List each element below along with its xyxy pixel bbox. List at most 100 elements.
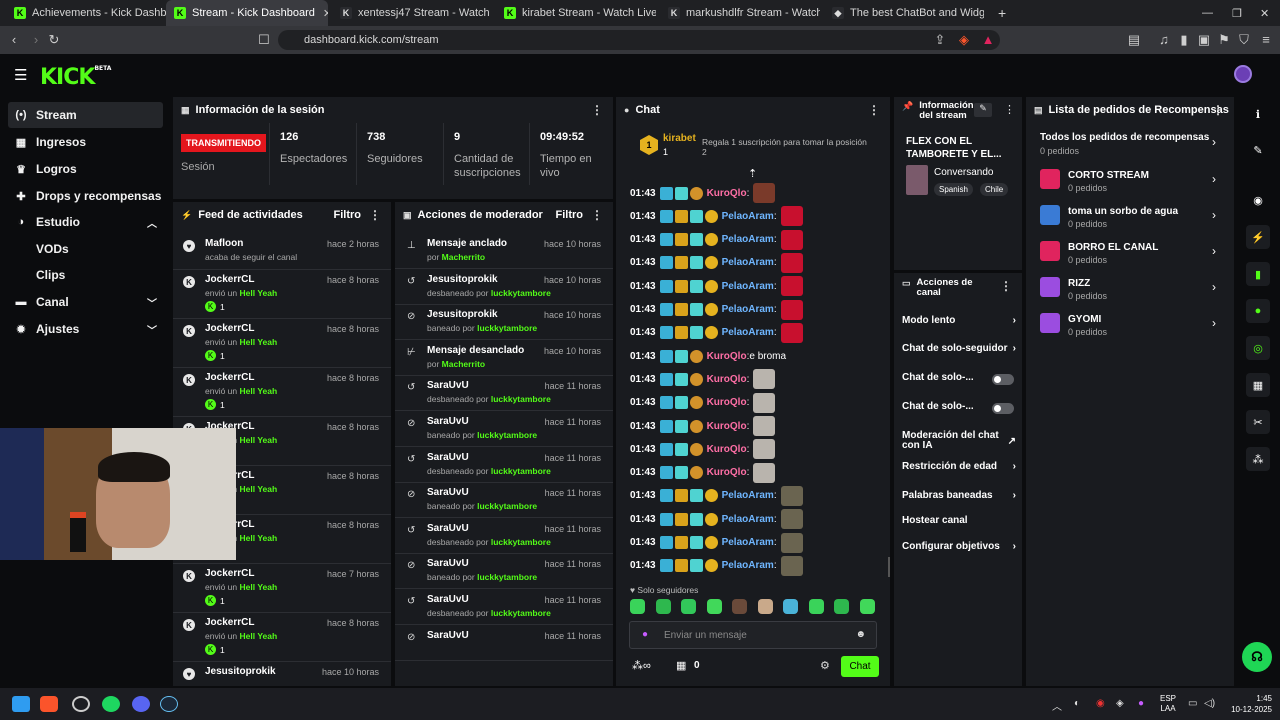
close-tab-icon[interactable]: ✕ (322, 7, 328, 20)
sidebar-toggle-icon[interactable]: ▮ (1180, 32, 1188, 47)
toggle-switch[interactable] (992, 374, 1014, 385)
chat-message[interactable]: 01:43 PelaoAram: (630, 485, 803, 506)
chat-message[interactable]: 01:43 PelaoAram: (630, 276, 803, 297)
channel-action[interactable]: Chat de solo-... (902, 402, 1016, 412)
emote-icon[interactable] (706, 599, 722, 614)
notes-icon[interactable]: ▮ (1246, 262, 1270, 286)
chat-message[interactable]: 01:43 KuroQlo: (630, 439, 776, 460)
list-item[interactable]: ↺ SaraUvU hace 11 horas desbaneado por luck… (395, 448, 613, 483)
chat-message[interactable]: 01:43 PelaoAram: (630, 532, 803, 553)
tray-expand-icon[interactable]: ︿ (1052, 702, 1062, 713)
support-headset-icon[interactable]: ☊ (1242, 642, 1272, 672)
more-options-icon[interactable]: ⋮ (1000, 279, 1012, 293)
sidebar-item-stream[interactable]: (•) Stream (8, 102, 163, 128)
channel-action[interactable]: Chat de solo-seguidor › (902, 343, 1016, 354)
sidebar-item-clips[interactable]: Clips (36, 268, 66, 282)
edit-icon[interactable]: ✎ (974, 103, 992, 117)
emoji-icon[interactable]: ☻ (855, 629, 866, 640)
channel-action[interactable]: Hostear canal (902, 516, 1016, 526)
list-item[interactable]: K JockerrCL hace 8 horas envió un Hell Yeah… (173, 368, 391, 417)
emote-icon[interactable] (630, 599, 645, 614)
tray-nvidia-icon[interactable]: ◈ (1116, 698, 1124, 709)
more-options-icon[interactable]: ⋮ (868, 103, 880, 117)
store-icon[interactable]: ▦ (676, 660, 687, 672)
share-icon[interactable]: ⇪ (934, 32, 946, 47)
camera-icon[interactable]: ◉ (1253, 194, 1263, 207)
more-options-icon[interactable]: ⋮ (369, 208, 381, 222)
emote-icon[interactable] (655, 599, 671, 614)
brave-browser-icon[interactable] (40, 696, 58, 712)
list-item[interactable]: ⊘ SaraUvU hace 11 horas (395, 626, 613, 661)
network-icon[interactable]: ▭ (1188, 698, 1198, 709)
chat-message[interactable]: 01:43 KuroQlo: (630, 369, 776, 390)
emote-icon[interactable] (783, 599, 798, 614)
wrench-icon[interactable]: ✂ (1246, 410, 1270, 434)
emote-icon[interactable] (757, 599, 773, 614)
windows-start-icon[interactable] (12, 696, 30, 712)
more-options-icon[interactable]: ⋮ (591, 103, 603, 117)
chat-send-button[interactable]: Chat (841, 656, 879, 677)
channel-action[interactable]: Restricción de edad › (902, 461, 1016, 472)
share-nodes-icon[interactable]: ⁂ (1246, 447, 1270, 471)
minimize-icon[interactable]: — (1202, 7, 1213, 19)
chat-message[interactable]: 01:43 PelaoAram: (630, 555, 803, 576)
pinned-user[interactable]: kirabet (663, 133, 696, 144)
chat-input[interactable]: ● Enviar un mensaje ☻ (629, 621, 877, 649)
wallet-icon[interactable]: ▣ (1197, 32, 1211, 47)
list-item[interactable]: ♥ Mafloon hace 2 horas acaba de seguir el c… (173, 234, 391, 270)
all-rewards-row[interactable]: Todos los pedidos de recompensas 0 pedid… (1040, 132, 1216, 156)
tray-steam-icon[interactable]: ◐ (1074, 698, 1081, 709)
list-item[interactable]: ⊘ Jesusitoprokik hace 10 horas baneado por … (395, 305, 613, 341)
list-item[interactable]: K JockerrCL hace 8 horas envió un Hell Yeah… (173, 613, 391, 662)
layout-icon[interactable]: ▦ (1246, 373, 1270, 397)
feed-filter-button[interactable]: Filtro (333, 209, 362, 221)
bookmark-icon[interactable]: ☐ (258, 32, 270, 47)
mod-filter-button[interactable]: Filtro (555, 209, 584, 221)
collapse-icon[interactable]: ⇡ (748, 168, 758, 180)
new-tab-button[interactable]: + (998, 5, 1007, 21)
sidebar-item-estudio[interactable]: ◑ Estudio ︿ (8, 209, 163, 235)
volume-icon[interactable]: ◁) (1204, 698, 1216, 709)
sidebar-item-vods[interactable]: VODs (36, 242, 69, 256)
hamburger-icon[interactable]: ☰ (14, 67, 28, 84)
chat-message[interactable]: 01:43 KuroQlo: (630, 462, 776, 483)
music-icon[interactable]: ♫ (1159, 32, 1169, 47)
chat-message[interactable]: 01:43 PelaoAram: (630, 322, 803, 343)
chat-settings-icon[interactable]: ⚙ (820, 660, 830, 672)
tab-stream-dashboard[interactable]: K Stream - Kick Dashboard ✕ (166, 0, 328, 26)
list-item[interactable]: ⊥ Mensaje anclado hace 10 horas por Macherr… (395, 234, 613, 269)
obs-icon[interactable] (72, 696, 90, 712)
maximize-icon[interactable]: ❐ (1232, 7, 1242, 20)
list-item[interactable]: ⊘ SaraUvU hace 11 horas baneado por luckkyt… (395, 554, 613, 590)
reward-row[interactable]: toma un sorbo de agua 0 pedidos › (1040, 203, 1220, 233)
list-item[interactable]: ↺ SaraUvU hace 11 horas desbaneado por luck… (395, 376, 613, 412)
chat-message[interactable]: 01:43 KuroQlo: (630, 416, 776, 436)
chat-message[interactable]: 01:43 PelaoAram: (630, 299, 803, 320)
forward-icon[interactable]: › (33, 32, 39, 47)
chat-message[interactable]: 01:43 KuroQlo: (630, 183, 776, 203)
channel-action[interactable]: Moderación del chat con IA ↗ (902, 431, 1016, 451)
spotify-icon[interactable] (102, 696, 120, 712)
reward-row[interactable]: RIZZ 0 pedidos › (1040, 275, 1220, 305)
list-item[interactable]: ♥ Jesusitoprokik hace 10 horas (173, 662, 391, 686)
avatar[interactable] (1234, 65, 1252, 83)
broadcast-icon[interactable]: ◎ (1246, 336, 1270, 360)
sidebar-item-drops[interactable]: ✚ Drops y recompensas (8, 183, 163, 209)
reward-row[interactable]: CORTO STREAM 0 pedidos › (1040, 167, 1220, 197)
chat-scrollbar[interactable] (888, 557, 890, 577)
info-icon[interactable]: ℹ (1255, 108, 1261, 121)
sidebar-item-ajustes[interactable]: ✹ Ajustes ﹀ (8, 316, 163, 342)
emote-icon[interactable] (808, 599, 824, 614)
list-item[interactable]: ↺ Jesusitoprokik hace 10 horas desbaneado p… (395, 270, 613, 305)
list-item[interactable]: ↺ SaraUvU hace 11 horas desbaneado por luck… (395, 590, 613, 625)
emote-icon[interactable] (859, 599, 875, 614)
url-field[interactable]: dashboard.kick.com/stream (278, 30, 1000, 50)
more-options-icon[interactable]: ⋮ (1004, 104, 1015, 116)
chat-message[interactable]: 01:43 PelaoAram: (630, 206, 803, 227)
chat-message[interactable]: 01:43 PelaoAram: (630, 509, 803, 530)
pencil-icon[interactable]: ✎ (1253, 144, 1263, 157)
menu-icon[interactable]: ≡ (1262, 32, 1270, 47)
